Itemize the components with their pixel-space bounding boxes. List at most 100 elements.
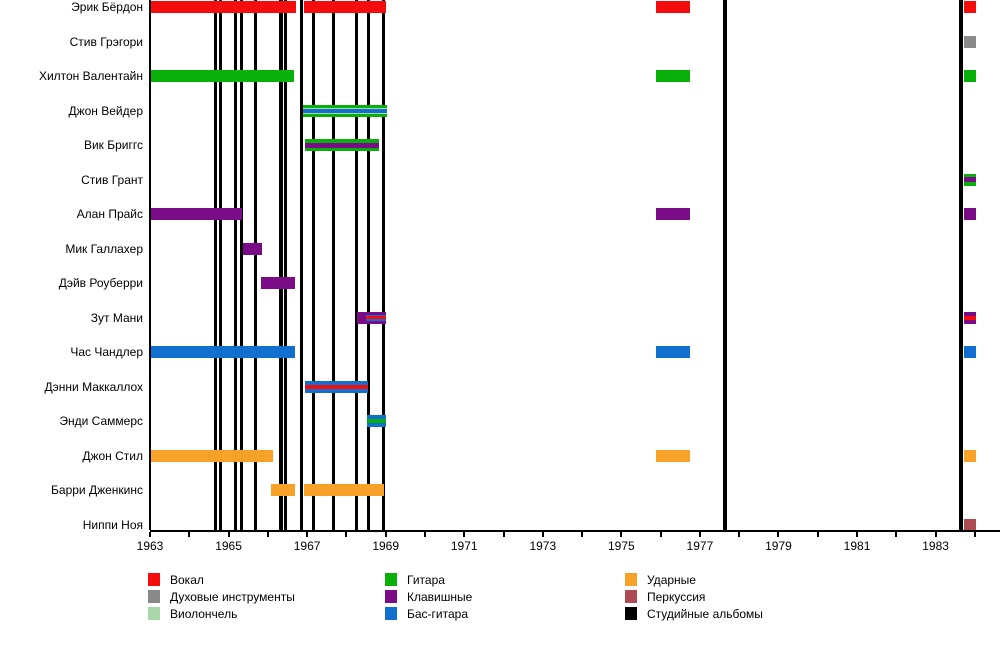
x-axis-tick xyxy=(895,532,898,537)
bar-stripe-vocals xyxy=(655,1,691,13)
bar-stripe-bass xyxy=(303,108,387,113)
legend-item-label: Клавишные xyxy=(407,590,473,604)
album-line xyxy=(958,0,963,530)
legend-swatch-guitar xyxy=(385,573,397,586)
x-axis-tick xyxy=(816,532,819,537)
timeline-bar xyxy=(963,449,977,462)
bar-stripe-cello xyxy=(303,107,387,109)
album-line xyxy=(219,0,222,530)
timeline-bar xyxy=(963,35,977,48)
bar-stripe-drums xyxy=(303,484,385,496)
timeline-bar xyxy=(963,346,977,358)
x-axis-tick xyxy=(934,532,937,537)
timeline-bar xyxy=(963,70,977,82)
bar-stripe-keys xyxy=(357,311,367,324)
bar-stripe-keys xyxy=(150,208,242,220)
legend-item-label: Бас-гитара xyxy=(407,607,469,621)
timeline-bar xyxy=(963,208,977,220)
legend-item-label: Виолончель xyxy=(170,607,238,621)
bar-stripe-keys xyxy=(366,320,387,324)
timeline-bar xyxy=(655,346,691,358)
legend-swatch-bass xyxy=(385,607,397,620)
timeline-bar xyxy=(655,449,691,462)
bar-stripe-guitar xyxy=(963,182,977,186)
bar-stripe-bass xyxy=(367,423,387,427)
member-label: Алан Прайс xyxy=(76,207,143,221)
bar-stripe-vocals xyxy=(305,384,368,389)
bar-stripe-guitar xyxy=(963,173,977,177)
timeline-bar xyxy=(655,1,691,13)
y-axis-line xyxy=(149,0,151,530)
album-line xyxy=(332,0,336,530)
timeline-bar xyxy=(305,139,379,151)
member-label: Стив Грэгори xyxy=(69,34,143,49)
bar-stripe-bass xyxy=(366,319,387,321)
bar-stripe-bass xyxy=(305,388,368,393)
x-axis-tick xyxy=(227,532,230,537)
x-axis-tick xyxy=(463,532,466,537)
legend-swatch-cello xyxy=(148,607,160,620)
legend-item-label: Ударные xyxy=(647,573,696,587)
x-axis-tick xyxy=(777,532,780,537)
bar-stripe-guitar xyxy=(655,70,691,82)
timeline-bar xyxy=(963,173,977,186)
bar-stripe-guitar xyxy=(305,147,379,151)
x-tick-label: 1963 xyxy=(136,539,164,553)
bar-stripe-keys xyxy=(963,208,977,220)
bar-stripe-drums xyxy=(150,449,273,462)
legend-swatch-brass xyxy=(148,590,160,603)
legend-item-label: Студийные альбомы xyxy=(647,607,763,621)
bar-stripe-bass xyxy=(150,346,295,358)
album-line xyxy=(254,0,257,530)
x-axis-tick xyxy=(698,532,701,537)
album-line xyxy=(239,0,243,530)
timeline-bar xyxy=(963,518,977,531)
bar-stripe-bass xyxy=(655,346,691,358)
timeline-bar xyxy=(303,1,387,13)
x-axis-tick xyxy=(345,532,348,537)
timeline-bar xyxy=(150,208,242,220)
member-label: Дэйв Роуберри xyxy=(58,276,143,290)
x-axis-tick xyxy=(266,532,269,537)
member-label: Энди Саммерс xyxy=(59,414,143,428)
timeline-bar xyxy=(366,311,387,324)
x-axis-tick xyxy=(973,532,976,537)
bar-stripe-guitar xyxy=(303,104,387,108)
bar-stripe-keys xyxy=(242,242,262,255)
album-line xyxy=(382,0,386,530)
album-line xyxy=(312,0,316,530)
timeline-bar xyxy=(150,1,297,13)
legend-swatch-vocals xyxy=(148,573,160,586)
timeline-bar xyxy=(305,380,368,393)
member-label: Ниппи Ноя xyxy=(82,517,143,532)
bar-stripe-cello xyxy=(303,112,387,114)
x-axis-tick xyxy=(149,532,151,537)
member-label: Хилтон Валентайн xyxy=(38,69,143,83)
x-tick-label: 1975 xyxy=(608,539,635,553)
bar-stripe-vocals xyxy=(963,1,977,13)
member-label: Зут Мани xyxy=(90,310,143,325)
bar-stripe-guitar xyxy=(150,70,295,82)
timeline-bar xyxy=(242,242,262,255)
legend-item-label: Перкуссия xyxy=(647,590,706,604)
bar-stripe-perc xyxy=(963,518,977,531)
bar-stripe-vocals xyxy=(150,1,297,13)
album-line xyxy=(300,0,304,530)
bar-stripe-keys xyxy=(655,208,691,220)
legend-swatch-albums xyxy=(625,607,637,620)
bar-stripe-brass xyxy=(963,35,977,48)
timeline-bar xyxy=(367,415,387,427)
bar-stripe-bass xyxy=(367,415,387,419)
x-tick-label: 1977 xyxy=(686,539,714,553)
bar-stripe-keys xyxy=(366,311,387,315)
bar-stripe-guitar xyxy=(367,419,387,423)
member-label: Стив Грант xyxy=(81,172,143,187)
member-label: Джон Стил xyxy=(82,448,143,463)
x-axis-tick xyxy=(581,532,584,537)
member-label: Барри Дженкинс xyxy=(51,483,143,497)
legend-item-label: Духовые инструменты xyxy=(170,590,295,604)
timeline-bar xyxy=(150,346,295,358)
